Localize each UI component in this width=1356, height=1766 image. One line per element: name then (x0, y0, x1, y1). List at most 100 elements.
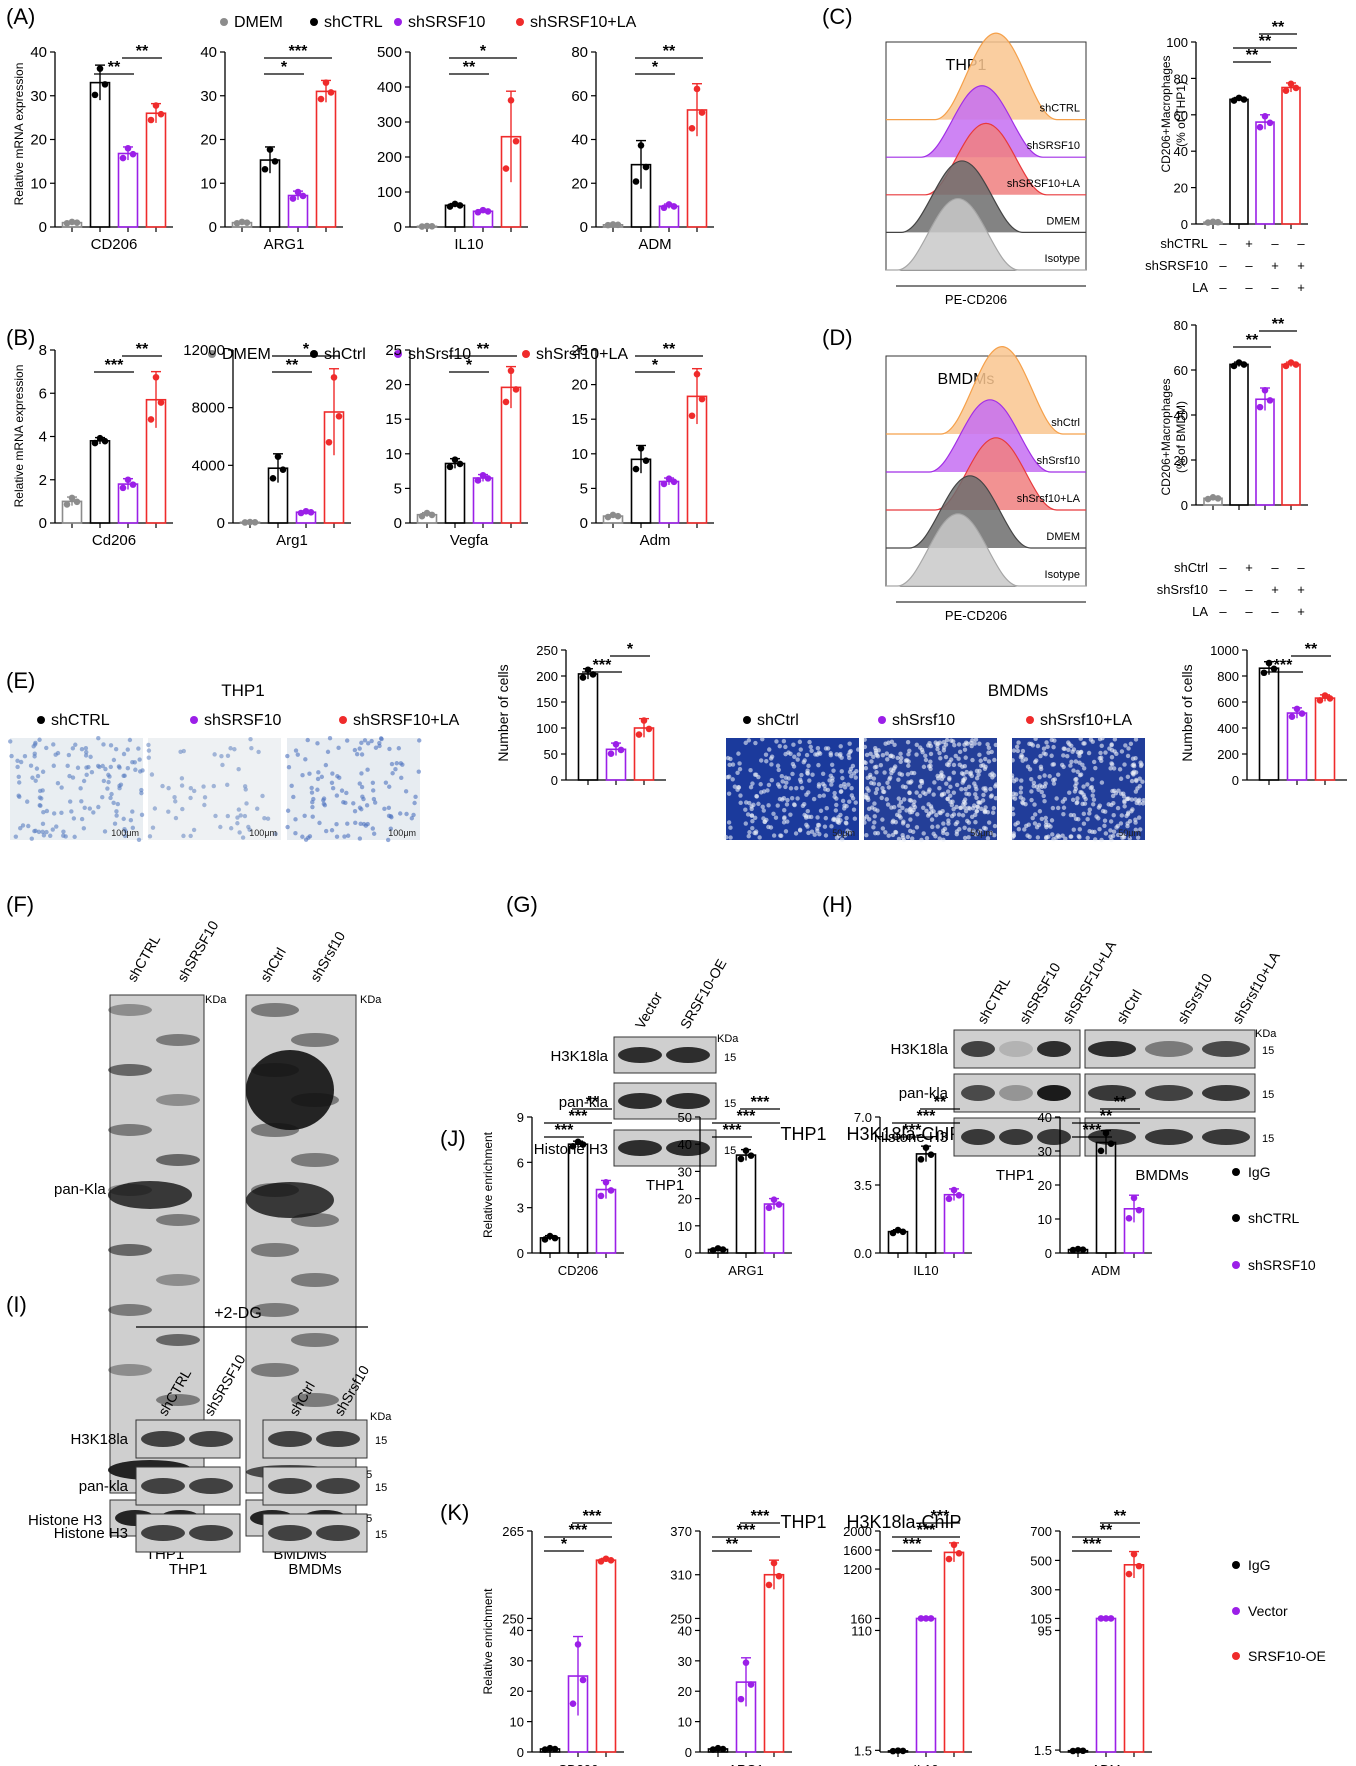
cell (783, 744, 788, 750)
cell (1077, 827, 1083, 832)
legend-marker (743, 716, 751, 724)
blot-band (108, 1064, 152, 1076)
treatment-row-label: LA (1192, 280, 1208, 295)
data-point (91, 439, 99, 447)
cell (815, 746, 821, 751)
scale-bar-label: 100μm (249, 828, 277, 838)
data-point (1209, 218, 1217, 226)
cell (416, 769, 421, 774)
cell (1051, 777, 1056, 783)
data-point (423, 222, 431, 230)
cell (305, 737, 310, 743)
significance-label: ** (463, 59, 476, 76)
y-tick-label: 0 (551, 773, 558, 788)
cell (723, 835, 729, 840)
cell (310, 814, 315, 819)
cell (1103, 750, 1108, 755)
cell (953, 821, 959, 827)
cell (990, 775, 995, 780)
cell (917, 784, 923, 789)
cell (900, 805, 905, 811)
cell (242, 784, 248, 789)
cell (1038, 764, 1044, 770)
cell (807, 778, 812, 783)
data-point (602, 1555, 610, 1563)
cell (20, 823, 26, 828)
bar-shCtrl (444, 462, 466, 524)
cell (1039, 789, 1044, 795)
significance-label: * (466, 357, 473, 374)
cell (1071, 812, 1077, 818)
cell (84, 772, 89, 777)
cell (40, 829, 45, 834)
cell (310, 804, 315, 810)
cell (898, 759, 903, 764)
cell (335, 774, 340, 779)
cell (941, 739, 947, 745)
cell (891, 768, 896, 773)
cell (358, 821, 363, 826)
cell (417, 738, 422, 743)
cell (315, 787, 320, 792)
cell (1100, 735, 1105, 741)
cell (329, 780, 335, 785)
significance-label: *** (903, 1122, 922, 1139)
x-axis-label: Cd206 (92, 532, 136, 549)
cell (807, 739, 812, 745)
lane-label: shSRSF10 (1016, 960, 1064, 1027)
cell (862, 820, 867, 825)
cell (289, 783, 294, 789)
y-tick-label: 20 (1174, 181, 1188, 196)
cell (30, 775, 35, 780)
cell (345, 833, 351, 838)
legend-marker (190, 716, 198, 724)
cell (884, 797, 889, 802)
cell (321, 797, 326, 803)
cell (992, 823, 998, 829)
cell (107, 774, 112, 779)
cell (853, 800, 858, 805)
histogram-track-label: shSrsf10 (1037, 455, 1080, 467)
data-point (119, 484, 127, 492)
cell (293, 830, 298, 836)
cell (101, 778, 107, 784)
cell (1109, 742, 1114, 747)
treatment-sign: + (1245, 236, 1253, 251)
cell (1034, 758, 1039, 763)
cell (873, 790, 879, 796)
cell (1081, 821, 1087, 826)
data-point (325, 438, 333, 446)
cell (403, 789, 409, 794)
cell (1032, 802, 1037, 807)
cell (979, 763, 984, 768)
cell (371, 788, 376, 793)
cell (40, 821, 46, 827)
treatment-sign: – (1219, 280, 1227, 295)
data-point (68, 494, 76, 502)
cell (1080, 801, 1085, 807)
data-point (322, 79, 330, 86)
blot-band (156, 1214, 200, 1226)
cell (968, 771, 973, 777)
blot-row-label: pan-kla (899, 1085, 949, 1102)
cell (1121, 791, 1126, 796)
cell (962, 742, 967, 747)
cell (37, 737, 42, 742)
cell (96, 736, 101, 741)
data-point (502, 398, 510, 406)
data-point (698, 395, 706, 403)
cell (1130, 763, 1135, 768)
data-point (157, 399, 165, 406)
cell (1108, 766, 1113, 771)
data-point (765, 1581, 773, 1589)
cell (256, 749, 261, 755)
cell (67, 773, 72, 779)
data-point (637, 444, 645, 452)
cell (930, 824, 935, 830)
data-point (670, 203, 678, 210)
bar-shSRSF10 (943, 1193, 965, 1254)
cell (773, 815, 779, 820)
legend-marker (310, 350, 318, 358)
legend-label: IgG (1248, 1557, 1271, 1573)
